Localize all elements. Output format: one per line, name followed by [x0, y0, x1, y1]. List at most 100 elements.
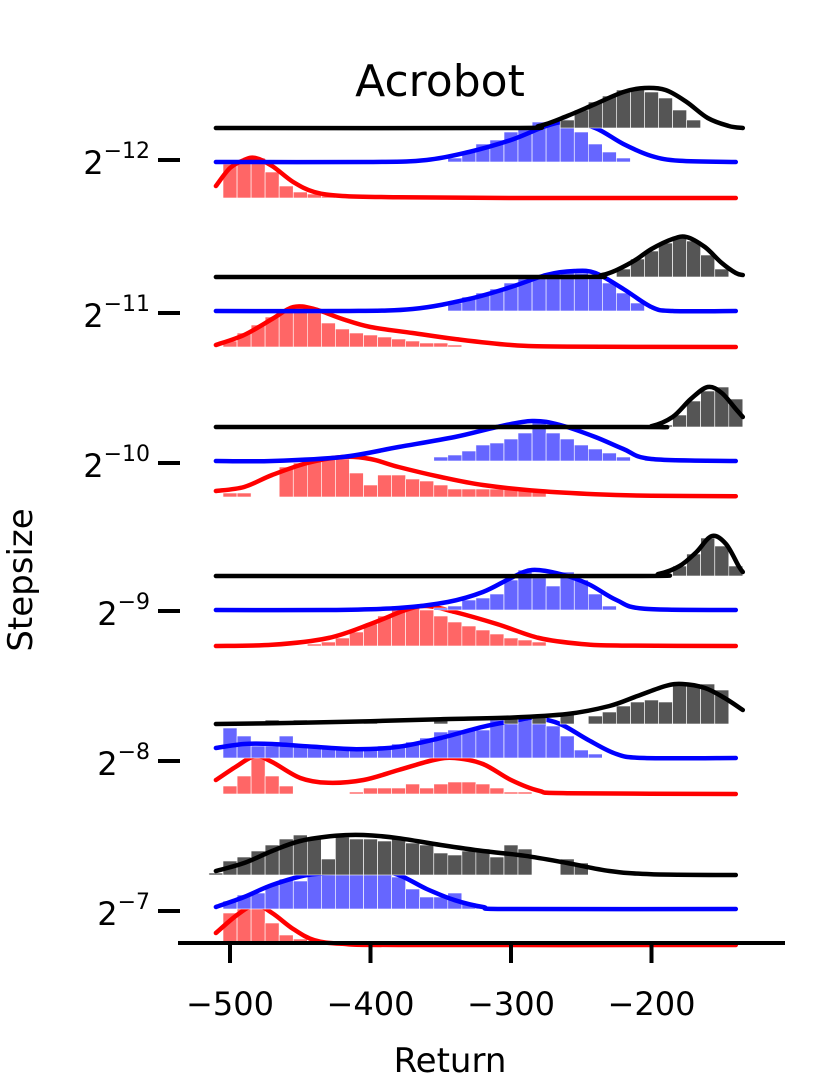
blue-hist-bar — [616, 292, 631, 312]
red-hist-bar — [419, 787, 435, 795]
plot-area — [208, 85, 746, 948]
black-kde-line — [213, 384, 746, 430]
red-hist-bar — [433, 342, 449, 348]
blue-hist-bar — [517, 432, 533, 462]
black-kde-line — [213, 681, 746, 727]
black-hist-bar — [686, 683, 701, 725]
blue-hist-bar — [433, 456, 449, 462]
black-hist-bar — [559, 119, 575, 129]
red-hist-bar — [264, 171, 280, 199]
red-hist-bar — [321, 322, 336, 348]
red-hist-bar — [377, 474, 392, 498]
red-hist-bar — [306, 312, 322, 348]
blue-hist-bar — [461, 729, 477, 759]
black-kde-line — [213, 832, 739, 878]
red-hist-bar — [447, 488, 463, 498]
red-hist-bar — [321, 456, 336, 498]
black-hist-bar — [208, 872, 224, 876]
red-hist-bar — [475, 488, 491, 498]
red-hist-bar — [321, 641, 336, 647]
red-hist-bar — [419, 342, 435, 348]
black-kde-line — [213, 85, 746, 131]
black-hist-bar — [363, 838, 378, 876]
red-hist-bar — [433, 615, 449, 647]
red-hist-bar — [517, 639, 533, 647]
ridge-group — [213, 85, 746, 201]
red-hist-bar — [377, 787, 392, 795]
black-hist-bar — [672, 236, 687, 278]
red-hist-bar — [405, 478, 420, 498]
red-hist-bar — [236, 159, 252, 199]
blue-hist-bar — [587, 593, 603, 611]
black-hist-bar — [433, 852, 449, 876]
blue-hist-bar — [377, 870, 392, 910]
black-hist-bar — [335, 836, 350, 876]
red-hist-bar — [292, 191, 308, 199]
black-hist-bar — [686, 240, 701, 278]
black-hist-bar — [686, 400, 701, 428]
black-hist-bar — [700, 254, 716, 278]
blue-hist-bar — [616, 157, 631, 163]
blue-hist-bar — [405, 888, 420, 910]
red-hist-bar — [531, 641, 547, 647]
x-tick-label: −500 — [186, 985, 274, 1023]
x-ticks: −500 −400 −300 −200 — [186, 943, 695, 1023]
blue-hist-bar — [306, 874, 322, 910]
black-hist-bar — [714, 545, 730, 577]
red-hist-bar — [335, 637, 350, 647]
red-hist-bar — [349, 332, 364, 348]
y-tick-label: 2−9 — [97, 590, 150, 633]
red-hist-bar — [349, 791, 364, 795]
red-hist-bar — [391, 338, 406, 348]
blue-hist-bar — [461, 450, 477, 462]
black-hist-bar — [405, 842, 420, 876]
blue-hist-bar — [545, 123, 561, 163]
black-hist-bar — [391, 838, 406, 876]
blue-hist-bar — [349, 872, 364, 910]
red-hist-bar — [461, 781, 477, 795]
red-hist-bar — [236, 775, 252, 795]
red-hist-bar — [447, 621, 463, 647]
red-hist-bar — [335, 328, 350, 348]
red-hist-bar — [335, 458, 350, 498]
black-hist-bar — [700, 390, 716, 428]
red-hist-bar — [489, 633, 505, 647]
blue-hist-bar — [587, 143, 603, 163]
red-hist-bar — [405, 340, 420, 348]
blue-hist-bar — [630, 302, 645, 312]
blue-hist-bar — [503, 438, 519, 462]
y-tick-label: 2−7 — [97, 890, 150, 933]
black-hist-bar — [630, 701, 645, 725]
black-hist-bar — [658, 97, 673, 129]
black-hist-bar — [503, 844, 519, 876]
blue-hist-bar — [602, 452, 617, 462]
black-hist-bar — [349, 838, 364, 876]
red-hist-bar — [503, 791, 519, 795]
black-hist-bar — [321, 858, 336, 876]
red-hist-bar — [461, 625, 477, 647]
x-tick-label: −400 — [327, 985, 415, 1023]
blue-hist-bar — [503, 579, 519, 611]
red-hist-bar — [503, 637, 519, 647]
blue-hist-bar — [433, 607, 449, 611]
blue-hist-bar — [517, 719, 533, 759]
blue-hist-bar — [489, 593, 505, 611]
blue-hist-bar — [531, 276, 547, 312]
red-hist-bar — [363, 787, 378, 795]
red-hist-bar — [250, 906, 266, 946]
y-tick-label: 2−12 — [83, 139, 150, 182]
blue-kde-line — [213, 268, 739, 314]
red-hist-bar — [306, 643, 322, 647]
ridge-group — [213, 234, 746, 350]
blue-hist-bar — [419, 896, 435, 910]
blue-hist-bar — [236, 735, 252, 759]
red-hist-bar — [250, 753, 266, 795]
red-hist-bar — [447, 344, 463, 348]
blue-hist-bar — [616, 456, 631, 462]
red-hist-bar — [363, 334, 378, 348]
x-tick-label: −300 — [467, 985, 555, 1023]
ridge-group — [213, 384, 746, 499]
ridge-group — [208, 832, 739, 948]
red-hist-bar — [405, 607, 420, 647]
black-hist-bar — [686, 119, 701, 129]
